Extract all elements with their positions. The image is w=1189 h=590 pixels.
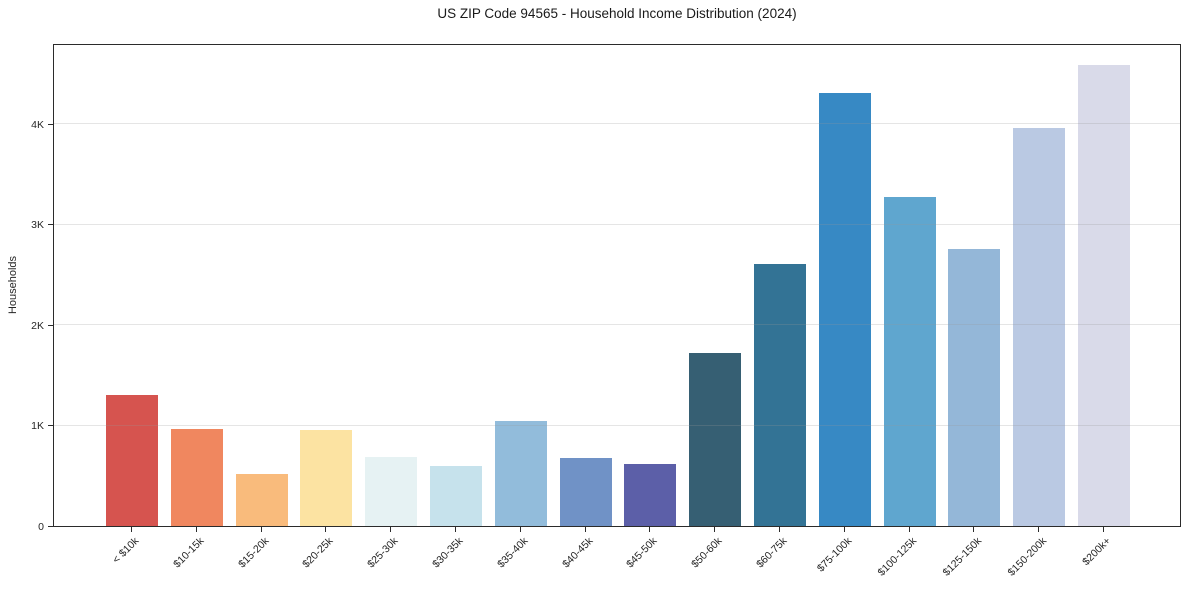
x-tick-label: $150-200k xyxy=(1005,535,1049,579)
x-tick-mark xyxy=(584,527,586,532)
x-tick-mark xyxy=(908,527,910,532)
plot-area xyxy=(53,44,1181,527)
x-tick-mark xyxy=(325,527,327,532)
bar-$100-125k xyxy=(883,196,936,526)
bar-$35-40k xyxy=(494,421,547,526)
y-tick-mark xyxy=(48,425,53,427)
x-tick-mark xyxy=(714,527,716,532)
x-tick-mark xyxy=(455,527,456,532)
x-tick-mark xyxy=(779,527,780,532)
bar-$125-150k xyxy=(948,249,1001,526)
x-tick-label: $10-15k xyxy=(170,535,207,571)
y-tick-label: 1K xyxy=(31,420,44,433)
bars-layer xyxy=(54,45,1180,526)
bar-$75-100k xyxy=(818,93,871,526)
x-tick-label: $40-45k xyxy=(559,535,596,571)
x-tick-label: $25-30k xyxy=(365,535,401,571)
x-tick-label: $45-50k xyxy=(624,535,660,571)
x-tick-mark xyxy=(973,527,975,532)
bar-$40-45k xyxy=(559,457,612,526)
x-tick-label: $30-35k xyxy=(430,535,466,571)
bar-$15-20k xyxy=(235,473,288,526)
y-tick-label: 3K xyxy=(31,219,44,232)
x-tick-mark xyxy=(260,527,262,532)
x-tick-mark xyxy=(195,527,197,532)
y-tick-label: 0 xyxy=(38,521,44,533)
gridline-1K xyxy=(54,424,1180,426)
x-tick-mark xyxy=(843,527,845,532)
bar-$10-15k xyxy=(170,429,223,526)
x-tick-label: $60-75k xyxy=(754,535,790,571)
x-tick-mark xyxy=(390,527,392,532)
x-tick-label: $200k+ xyxy=(1080,535,1114,569)
x-tick-mark xyxy=(131,527,132,532)
bar-$60-75k xyxy=(754,264,806,526)
x-tick-label: $20-25k xyxy=(300,535,336,571)
bar-$200k+ xyxy=(1078,65,1130,526)
x-tick-mark xyxy=(519,527,521,532)
chart-title: US ZIP Code 94565 - Household Income Dis… xyxy=(437,6,797,21)
bar-$150-200k xyxy=(1013,127,1066,526)
x-tick-mark xyxy=(1103,527,1104,532)
x-tick-label: < $10k xyxy=(110,535,142,566)
y-tick-mark xyxy=(48,224,53,226)
bar-$30-35k xyxy=(430,465,482,526)
bar-$45-50k xyxy=(624,463,677,526)
gridline-3K xyxy=(54,223,1180,225)
bar-$25-30k xyxy=(365,456,418,526)
x-tick-mark xyxy=(1038,527,1040,532)
y-tick-mark xyxy=(48,526,53,527)
y-tick-label: 4K xyxy=(31,118,44,131)
grid-layer xyxy=(54,45,1180,526)
x-tick-mark xyxy=(649,527,651,532)
x-tick-label: $75-100k xyxy=(814,535,855,575)
bar-$20-25k xyxy=(300,430,353,526)
x-tick-label: $35-40k xyxy=(494,535,531,571)
gridline-4K xyxy=(54,123,1180,124)
y-axis-label: Households xyxy=(7,255,19,315)
bar-< $10k xyxy=(106,395,158,526)
y-tick-mark xyxy=(48,123,53,125)
gridline-2K xyxy=(54,324,1180,326)
bar-$50-60k xyxy=(689,352,742,526)
y-tick-label: 2K xyxy=(31,319,44,332)
x-tick-label: $125-150k xyxy=(940,535,984,579)
y-tick-mark xyxy=(48,324,53,326)
x-tick-label: $50-60k xyxy=(689,535,725,571)
x-tick-label: $15-20k xyxy=(235,535,272,571)
x-tick-label: $100-125k xyxy=(875,535,920,579)
